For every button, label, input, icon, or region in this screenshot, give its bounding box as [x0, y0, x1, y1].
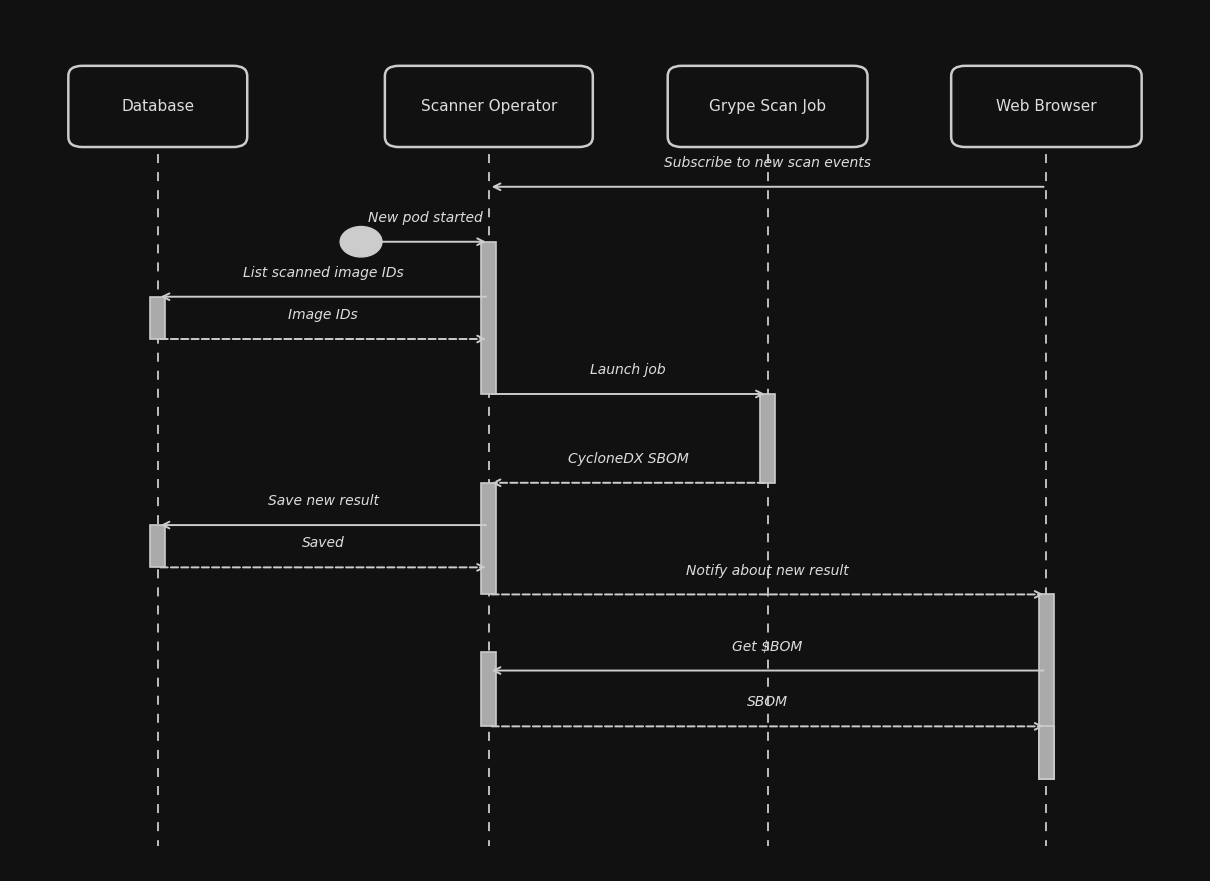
- Bar: [150, 297, 166, 339]
- Text: Get $BOM: Get $BOM: [732, 640, 802, 654]
- Text: New pod started: New pod started: [368, 211, 483, 225]
- Circle shape: [340, 226, 382, 257]
- Text: Save new result: Save new result: [267, 494, 379, 508]
- Text: SBOM: SBOM: [747, 695, 788, 709]
- Text: Image IDs: Image IDs: [288, 308, 358, 322]
- Text: Grype Scan Job: Grype Scan Job: [709, 99, 826, 114]
- FancyBboxPatch shape: [668, 66, 868, 147]
- Text: Web Browser: Web Browser: [996, 99, 1096, 114]
- Text: Launch job: Launch job: [590, 363, 666, 377]
- Bar: [482, 483, 496, 595]
- Text: Scanner Operator: Scanner Operator: [421, 99, 557, 114]
- Bar: [1039, 726, 1054, 779]
- Text: Saved: Saved: [302, 537, 345, 551]
- Bar: [150, 525, 166, 567]
- Bar: [760, 394, 776, 483]
- FancyBboxPatch shape: [951, 66, 1142, 147]
- Text: CycloneDX SBOM: CycloneDX SBOM: [567, 452, 688, 466]
- FancyBboxPatch shape: [385, 66, 593, 147]
- Text: Database: Database: [121, 99, 195, 114]
- Bar: [482, 241, 496, 394]
- Bar: [1039, 595, 1054, 779]
- FancyBboxPatch shape: [68, 66, 247, 147]
- Text: Notify about new result: Notify about new result: [686, 564, 849, 578]
- Text: Subscribe to new scan events: Subscribe to new scan events: [664, 156, 871, 170]
- Bar: [482, 652, 496, 726]
- Text: List scanned image IDs: List scanned image IDs: [243, 266, 404, 280]
